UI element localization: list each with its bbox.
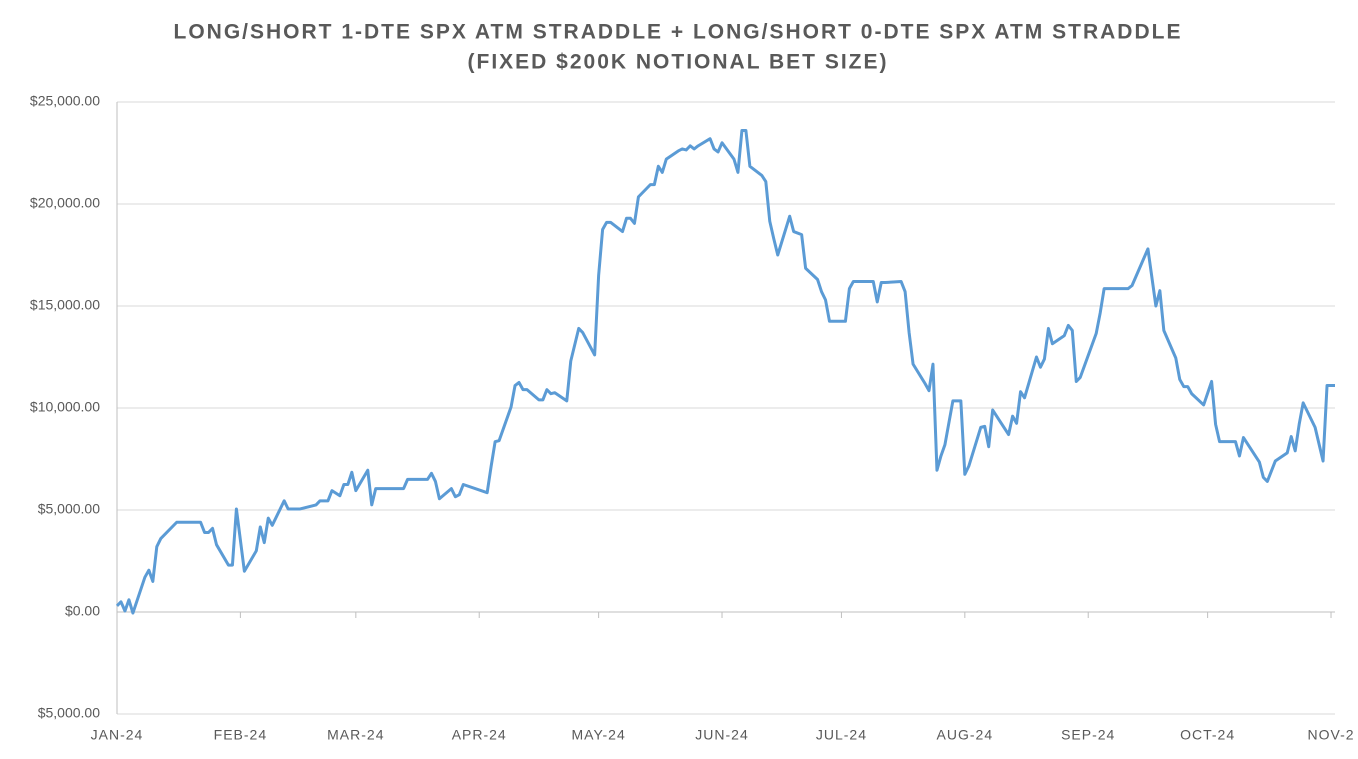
x-tick-label: FEB-24 [214,727,267,743]
chart-title: LONG/SHORT 1-DTE SPX ATM STRADDLE + LONG… [174,21,1183,44]
x-tick-label: SEP-24 [1061,727,1115,743]
y-tick-label: $5,000.00 [38,705,100,721]
x-tick-label: MAR-24 [327,727,384,743]
y-tick-label: $10,000.00 [30,399,100,415]
x-tick-label: JUN-24 [695,727,748,743]
y-tick-label: $5,000.00 [38,501,100,517]
x-tick-label: NOV-2 [1308,727,1355,743]
x-tick-label: JAN-24 [91,727,144,743]
y-tick-label: $25,000.00 [30,93,100,109]
x-tick-label: JUL-24 [816,727,867,743]
y-tick-label: $20,000.00 [30,195,100,211]
x-tick-label: APR-24 [452,727,507,743]
x-tick-label: MAY-24 [572,727,626,743]
y-tick-label: $0.00 [65,603,100,619]
data-line [115,129,1335,615]
chart-subtitle: (FIXED $200K NOTIONAL BET SIZE) [468,51,889,74]
x-tick-label: OCT-24 [1180,727,1235,743]
x-tick-label: AUG-24 [937,727,994,743]
y-tick-label: $15,000.00 [30,297,100,313]
